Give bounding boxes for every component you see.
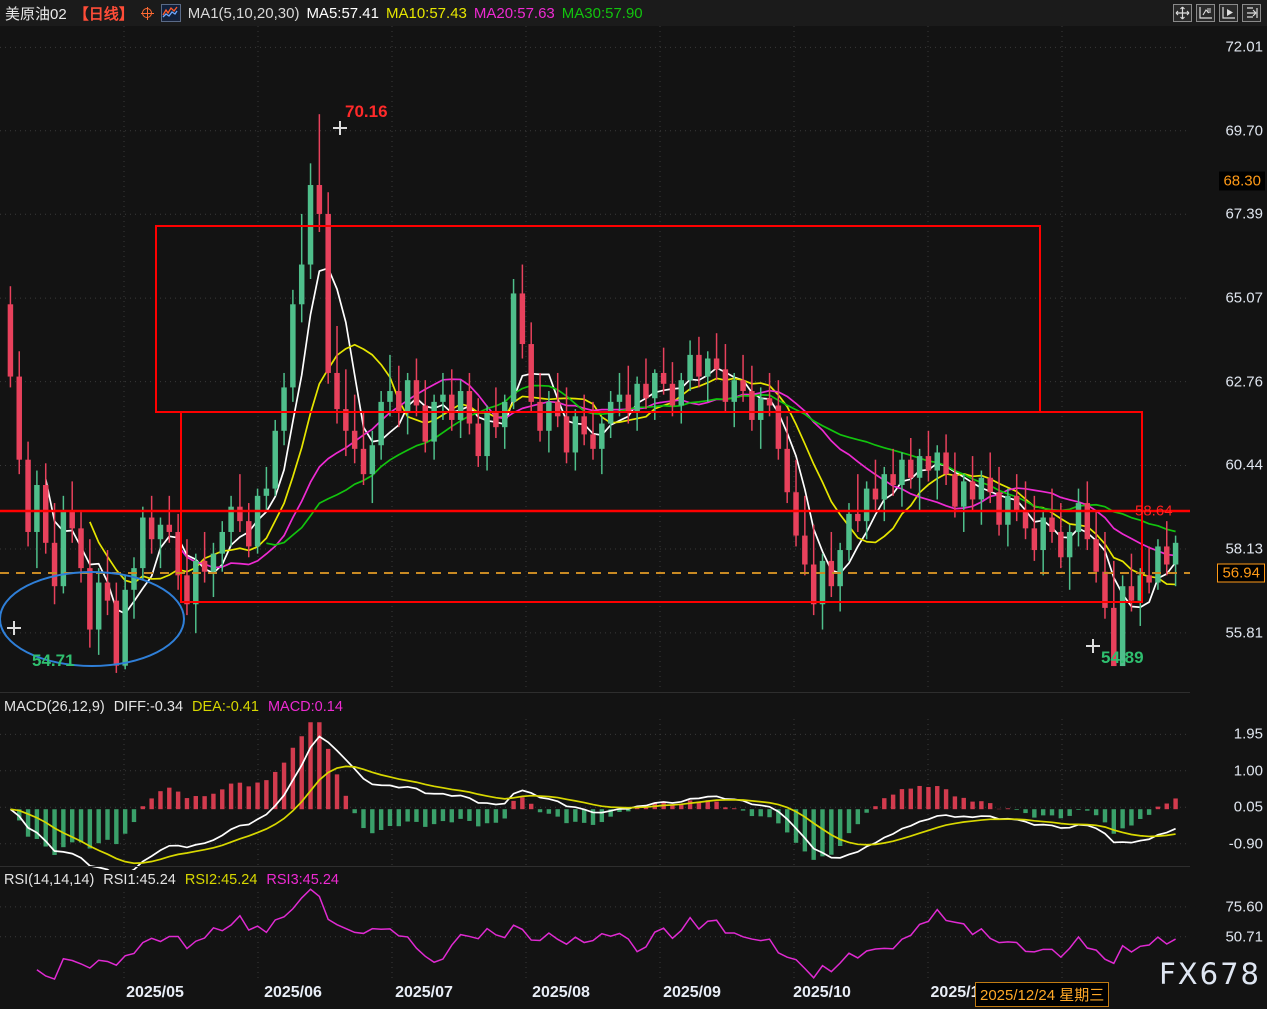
current-price-label[interactable]: 68.30	[1219, 171, 1265, 191]
macd-diff: DIFF:-0.34	[113, 699, 184, 715]
step-forward-tool-icon[interactable]	[1219, 4, 1238, 22]
rsi-plot	[0, 888, 1190, 980]
rsi-panel[interactable]: RSI(14,14,14) RSI1:45.24 RSI2:45.24 RSI3:45…	[0, 870, 1190, 980]
ma-title: MA1(5,10,20,30)	[187, 4, 300, 22]
rsi-axis-tick: 50.71	[1225, 928, 1263, 946]
price-axis[interactable]: 72.01 69.70 67.39 65.07 62.76 60.44 58.13 55.81…	[1135, 26, 1267, 1009]
rsi3-value: RSI3:45.24	[266, 872, 339, 888]
watermark: FX678	[1159, 957, 1261, 991]
ma10-value: MA10:57.43	[385, 4, 467, 22]
price-axis-tick: 55.81	[1225, 624, 1263, 642]
symbol-name[interactable]: 美原油02	[5, 5, 67, 23]
macd-axis-tick: 1.00	[1233, 762, 1263, 780]
price-axis-tick: 58.13	[1225, 540, 1263, 558]
panel-divider-1	[0, 692, 1190, 693]
chart-toolbar	[1173, 4, 1261, 22]
rsi-axis-tick: 75.60	[1225, 898, 1263, 916]
ma30-value: MA30:57.90	[561, 4, 643, 22]
time-axis-tick: 2025/1	[930, 984, 980, 1001]
price-axis-tick: 60.44	[1225, 456, 1263, 474]
price-candlestick-plot	[0, 26, 1190, 691]
crosshair-move-tool-icon[interactable]	[1173, 4, 1192, 22]
jump-to-end-tool-icon[interactable]	[1242, 4, 1261, 22]
macd-title: MACD(26,12,9)	[4, 699, 105, 715]
rsi2-value: RSI2:45.24	[184, 872, 258, 888]
macd-plot	[0, 719, 1190, 877]
low-price-annotation-left: 54.71	[32, 651, 75, 670]
price-axis-tick: 72.01	[1225, 38, 1263, 56]
macd-macd: MACD:0.14	[267, 699, 343, 715]
ma5-value: MA5:57.41	[306, 4, 379, 22]
mini-chart-icon[interactable]	[160, 4, 181, 22]
time-axis-tick: 2025/06	[264, 984, 322, 1001]
macd-axis-tick: 1.95	[1233, 725, 1263, 743]
time-axis-tick: 2025/05	[126, 984, 184, 1001]
price-axis-tick: 69.70	[1225, 122, 1263, 140]
time-axis[interactable]: 2025/05 2025/06 2025/07 2025/08 2025/09 2025/…	[0, 980, 1267, 1009]
measure-range-tool-icon[interactable]	[1196, 4, 1215, 22]
rsi-header: RSI(14,14,14) RSI1:45.24 RSI2:45.24 RSI3:45…	[4, 872, 348, 888]
cursor-price-label[interactable]: 56.94	[1217, 563, 1265, 583]
panel-divider-2	[0, 866, 1190, 867]
time-axis-tick: 2025/10	[793, 984, 851, 1001]
price-axis-tick: 65.07	[1225, 289, 1263, 307]
crosshair-circle-icon[interactable]	[140, 6, 154, 20]
chart-header: 美原油02 【日线】 MA1(5,10,20,30) MA5:57.41 MA1…	[0, 0, 1267, 26]
macd-header: MACD(26,12,9) DIFF:-0.34 DEA:-0.41 MACD:0.1…	[4, 699, 352, 715]
price-axis-tick: 62.76	[1225, 373, 1263, 391]
ma20-value: MA20:57.63	[473, 4, 555, 22]
macd-axis-tick: 0.05	[1233, 798, 1263, 816]
time-axis-tick: 2025/09	[663, 984, 721, 1001]
price-axis-tick: 67.39	[1225, 205, 1263, 223]
period-label[interactable]: 【日线】	[73, 5, 134, 23]
macd-dea: DEA:-0.41	[192, 699, 259, 715]
high-price-annotation: 70.16	[345, 102, 388, 121]
rsi1-value: RSI1:45.24	[103, 872, 176, 888]
low-price-annotation-right: 54.89	[1101, 648, 1144, 667]
alert-price-label[interactable]: 58.64	[1135, 502, 1173, 520]
macd-panel[interactable]: MACD(26,12,9) DIFF:-0.34 DEA:-0.41 MACD:0.1…	[0, 697, 1190, 877]
macd-axis-tick: -0.90	[1228, 835, 1263, 853]
rsi-title: RSI(14,14,14)	[4, 872, 95, 888]
time-axis-tick: 2025/07	[395, 984, 453, 1001]
time-axis-tick: 2025/08	[532, 984, 590, 1001]
cursor-date-label[interactable]: 2025/12/24 星期三	[975, 982, 1110, 1007]
price-chart-panel[interactable]: 70.16 54.71 54.89	[0, 26, 1190, 691]
